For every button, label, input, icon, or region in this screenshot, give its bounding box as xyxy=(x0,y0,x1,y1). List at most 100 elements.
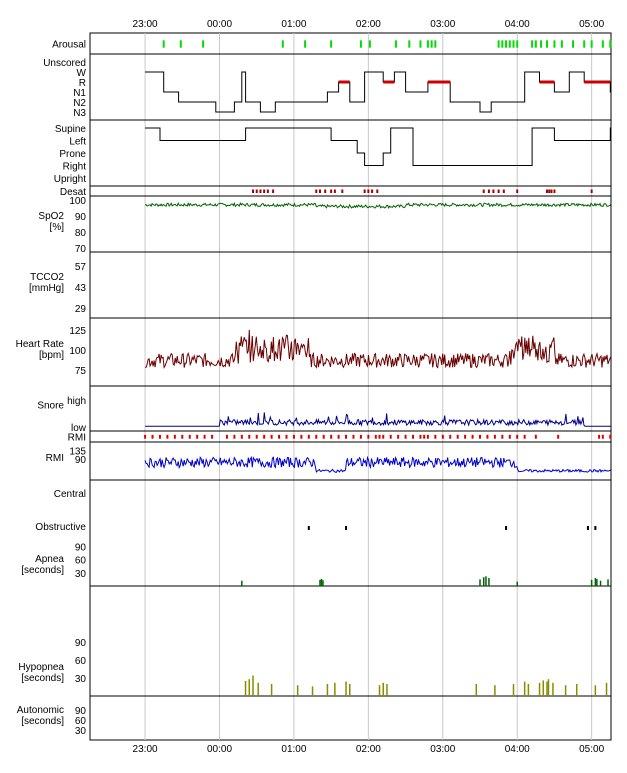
desat-event xyxy=(251,189,254,193)
ytick-hr-75: 75 xyxy=(75,366,87,377)
time-tick-top-00:00: 00:00 xyxy=(207,19,232,30)
rmi_events-event xyxy=(248,434,251,439)
apnea-bar xyxy=(607,579,609,586)
hypopnea-bar xyxy=(244,681,247,696)
rmi_events-event xyxy=(486,434,489,439)
label-position-right: Right xyxy=(63,162,87,173)
time-tick-bottom-23:00: 23:00 xyxy=(133,744,158,755)
rmi_events-event xyxy=(464,434,467,439)
hypopnea-bar xyxy=(552,682,554,696)
desat-event xyxy=(315,189,318,193)
ytick-apnea-30: 30 xyxy=(75,569,87,580)
label-desat: Desat xyxy=(60,187,86,198)
ytick-rmi-135: 135 xyxy=(69,447,86,458)
rmi_events-event xyxy=(188,434,191,439)
desat-event xyxy=(376,189,379,193)
arousal-event xyxy=(408,40,411,48)
label-hypopnea-unit: [seconds] xyxy=(21,673,64,684)
rmi_events-event xyxy=(441,434,444,439)
label-apnea-obstructive: Obstructive xyxy=(35,522,86,533)
label-hypnogram-w: W xyxy=(77,68,87,79)
rmi_events-event xyxy=(285,434,288,439)
panel-hr: Heart Rate[bpm] 125 100 75 xyxy=(16,326,612,377)
desat-event xyxy=(482,189,485,193)
desat-event xyxy=(550,189,553,193)
hypopnea-bar xyxy=(296,685,299,696)
apnea-bar xyxy=(320,578,323,586)
ytick-tcco2-57: 57 xyxy=(75,262,87,273)
time-tick-bottom-00:00: 00:00 xyxy=(207,744,232,755)
rmi_events-event xyxy=(225,434,228,439)
label-hypnogram-n3: N3 xyxy=(73,108,86,119)
hypopnea-bar xyxy=(576,684,578,696)
rmi_events-event xyxy=(263,434,266,439)
rmi_events-event xyxy=(534,434,537,439)
ytick-apnea-90: 90 xyxy=(75,542,87,553)
rmi_events-event xyxy=(315,434,318,439)
desat-event xyxy=(259,189,262,193)
desat-event xyxy=(516,189,519,193)
rmi_events-event xyxy=(471,434,474,439)
arousal-event xyxy=(512,40,515,48)
label-hr-0: Heart Rate xyxy=(16,339,65,350)
arousal-event xyxy=(368,40,371,48)
rmi_events-event xyxy=(345,434,348,439)
arousal-event xyxy=(560,40,563,48)
hypopnea-bar xyxy=(248,679,251,696)
hypopnea-bar xyxy=(378,685,381,696)
apnea-bar xyxy=(322,580,324,586)
label-hypnogram-n1: N1 xyxy=(73,88,86,99)
hypopnea-bar xyxy=(475,684,478,696)
rmi_events-event xyxy=(211,434,214,439)
label-arousal: Arousal xyxy=(52,40,86,51)
apnea-bar xyxy=(482,577,485,586)
rmi_events-event xyxy=(598,434,601,439)
ytick-spo2-80: 80 xyxy=(75,228,87,239)
rmi_events-event xyxy=(173,434,176,439)
time-tick-top-03:00: 03:00 xyxy=(430,19,455,30)
rmi_events-event xyxy=(404,434,407,439)
apnea-bar xyxy=(488,578,490,586)
rmi_events-event xyxy=(292,434,295,439)
rmi_events-event xyxy=(181,434,184,439)
ytick-tcco2-43: 43 xyxy=(75,283,87,294)
apnea-bar xyxy=(479,579,481,586)
hypopnea-bar xyxy=(594,685,597,696)
apnea-bar xyxy=(596,578,598,586)
apnea-bar xyxy=(241,580,243,586)
rmi_events-event xyxy=(449,434,452,439)
ytick-apnea-60: 60 xyxy=(75,556,87,567)
hypopnea-bar xyxy=(386,684,388,696)
hypopnea-bar xyxy=(523,681,526,696)
time-tick-bottom-04:00: 04:00 xyxy=(505,744,530,755)
time-tick-top-01:00: 01:00 xyxy=(281,19,306,30)
apnea-bar xyxy=(590,579,593,586)
rmi_events-event xyxy=(203,434,206,439)
desat-event xyxy=(255,189,258,193)
arousal-event xyxy=(572,40,575,48)
desat-event xyxy=(545,189,548,193)
apnea-bar xyxy=(516,581,518,586)
rmi_events-event xyxy=(423,434,426,439)
snore-trace xyxy=(145,412,611,427)
rmi_events-event xyxy=(412,434,415,439)
hypopnea-bar xyxy=(326,684,329,696)
rmi_events-event xyxy=(166,434,169,439)
arousal-event xyxy=(516,40,519,48)
hypopnea-bar xyxy=(564,685,567,696)
rmi_events-event xyxy=(426,434,429,439)
position-step-line xyxy=(145,127,611,166)
rmi_events-event xyxy=(501,434,504,439)
arousal-event xyxy=(426,40,429,48)
rmi_events-event xyxy=(389,434,392,439)
ytick-hypopnea-60: 60 xyxy=(75,656,87,667)
label-apnea-central: Central xyxy=(54,489,86,500)
arousal-event xyxy=(202,40,205,48)
ytick-autonomic-90: 90 xyxy=(75,706,87,717)
rmi_events-event xyxy=(255,434,258,439)
panel-spo2: SpO2[%] 100 90 80 70 xyxy=(38,196,612,255)
rmi_events-event xyxy=(479,434,482,439)
desat-event xyxy=(548,189,551,193)
rmi_events-event xyxy=(330,434,333,439)
